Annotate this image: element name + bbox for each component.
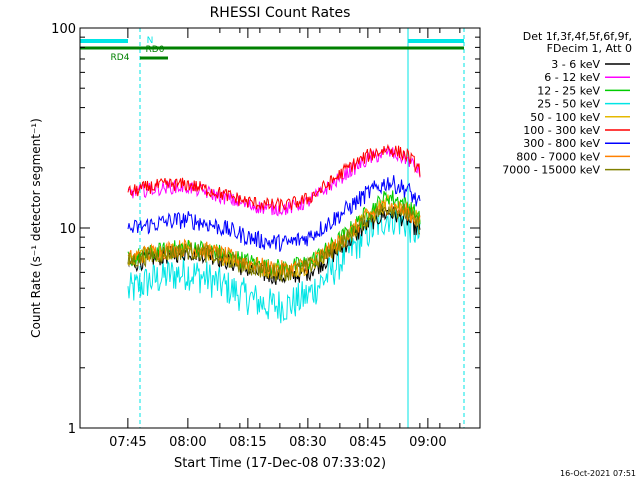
x-tick-label-5: 09:00 — [409, 435, 446, 450]
marker-label-rd4: RD4 — [111, 53, 130, 63]
chart-title: RHESSI Count Rates — [210, 5, 351, 21]
legend-label-7: 800 - 7000 keV — [516, 150, 600, 163]
legend-label-1: 6 - 12 keV — [544, 71, 600, 84]
x-tick-label-4: 08:45 — [349, 435, 386, 450]
series-line-5 — [127, 143, 421, 212]
attenuator-bars — [80, 39, 464, 60]
footer-timestamp: 16-Oct-2021 07:51 — [560, 469, 636, 478]
y-tick-label-0: 1 — [68, 422, 76, 437]
legend-label-5: 100 - 300 keV — [523, 124, 600, 137]
x-tick-label-2: 08:15 — [229, 435, 266, 450]
legend-label-2: 12 - 25 keV — [537, 84, 600, 97]
legend-label-8: 7000 - 15000 keV — [502, 164, 600, 177]
y-axis-label: Count Rate (s⁻¹ detector segment⁻¹) — [29, 118, 43, 338]
marker-label-rd0: RD0 — [146, 45, 165, 55]
legend-label-3: 25 - 50 keV — [537, 98, 600, 111]
series-line-7 — [127, 199, 421, 279]
x-tick-label-3: 08:30 — [289, 435, 326, 450]
y-tick-label-1: 10 — [59, 222, 76, 237]
y-tick-label-2: 100 — [51, 22, 76, 37]
legend-label-0: 3 - 6 keV — [551, 58, 600, 71]
marker-label-n: N — [147, 36, 154, 46]
x-tick-label-0: 07:45 — [109, 435, 146, 450]
series-line-8 — [127, 203, 421, 283]
x-axis-label: Start Time (17-Dec-08 07:33:02) — [174, 456, 386, 471]
legend-label-6: 300 - 800 keV — [523, 137, 600, 150]
series-group — [127, 143, 421, 324]
legend-header-2: FDecim 1, Att 0 — [547, 42, 632, 55]
legend-label-4: 50 - 100 keV — [530, 111, 600, 124]
y-ticks: 1 10 100 — [51, 22, 480, 437]
x-tick-label-1: 08:00 — [169, 435, 206, 450]
series-line-6 — [127, 175, 421, 252]
x-ticks: 07:45 08:00 08:15 08:30 08:45 09:00 — [109, 28, 461, 450]
series-line-1 — [127, 146, 421, 217]
legend-header-1: Det 1f,3f,4f,5f,6f,9f, — [523, 30, 632, 43]
